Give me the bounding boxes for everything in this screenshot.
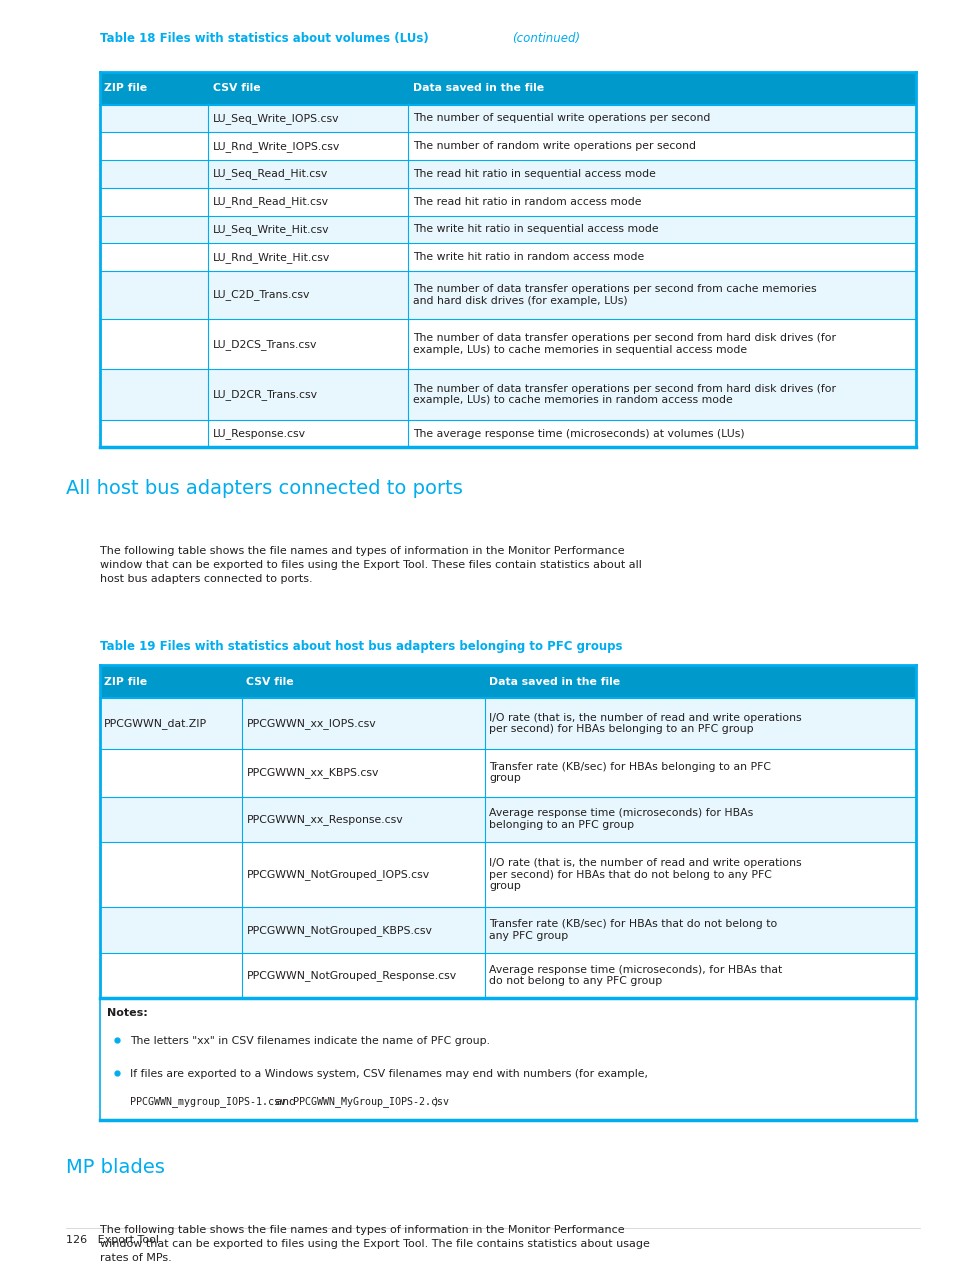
Text: CSV file: CSV file [213,83,260,93]
FancyBboxPatch shape [99,271,915,319]
Text: MP blades: MP blades [67,1158,165,1177]
Text: CSV file: CSV file [246,677,294,686]
FancyBboxPatch shape [99,698,915,749]
Text: PPCGWWN_xx_IOPS.csv: PPCGWWN_xx_IOPS.csv [246,718,375,730]
Text: The following table shows the file names and types of information in the Monitor: The following table shows the file names… [99,1225,649,1263]
Text: LU_Rnd_Write_IOPS.csv: LU_Rnd_Write_IOPS.csv [213,141,340,151]
FancyBboxPatch shape [99,749,915,797]
Text: The number of data transfer operations per second from hard disk drives (for
exa: The number of data transfer operations p… [413,333,835,355]
Text: The number of random write operations per second: The number of random write operations pe… [413,141,695,151]
FancyBboxPatch shape [99,188,915,216]
Text: ZIP file: ZIP file [104,83,148,93]
FancyBboxPatch shape [99,104,915,132]
FancyBboxPatch shape [99,216,915,243]
Text: 126   Export Tool: 126 Export Tool [67,1235,159,1246]
Text: The following table shows the file names and types of information in the Monitor: The following table shows the file names… [99,545,640,583]
Text: LU_Seq_Write_Hit.csv: LU_Seq_Write_Hit.csv [213,224,330,235]
Text: and: and [272,1097,299,1107]
Text: ZIP file: ZIP file [104,677,148,686]
FancyBboxPatch shape [99,72,915,104]
Text: PPCGWWN_MyGroup_IOPS-2.csv: PPCGWWN_MyGroup_IOPS-2.csv [293,1097,449,1107]
Text: Table 19 Files with statistics about host bus adapters belonging to PFC groups: Table 19 Files with statistics about hos… [99,641,621,653]
Text: Notes:: Notes: [107,1008,148,1018]
FancyBboxPatch shape [99,319,915,370]
Text: The number of data transfer operations per second from cache memories
and hard d: The number of data transfer operations p… [413,285,816,306]
FancyBboxPatch shape [99,666,915,698]
Text: The letters "xx" in CSV filenames indicate the name of PFC group.: The letters "xx" in CSV filenames indica… [130,1036,490,1046]
Text: LU_Rnd_Read_Hit.csv: LU_Rnd_Read_Hit.csv [213,196,329,207]
Text: Table 18 Files with statistics about volumes (LUs): Table 18 Files with statistics about vol… [99,32,432,44]
Text: The write hit ratio in sequential access mode: The write hit ratio in sequential access… [413,225,658,234]
Text: LU_Response.csv: LU_Response.csv [213,428,306,438]
FancyBboxPatch shape [99,953,915,998]
Text: LU_C2D_Trans.csv: LU_C2D_Trans.csv [213,290,311,300]
Text: LU_Seq_Write_IOPS.csv: LU_Seq_Write_IOPS.csv [213,113,339,125]
FancyBboxPatch shape [99,132,915,160]
Text: The read hit ratio in random access mode: The read hit ratio in random access mode [413,197,640,207]
Text: The write hit ratio in random access mode: The write hit ratio in random access mod… [413,252,643,262]
Text: All host bus adapters connected to ports: All host bus adapters connected to ports [67,479,463,498]
Text: PPCGWWN_NotGrouped_IOPS.csv: PPCGWWN_NotGrouped_IOPS.csv [246,869,429,881]
FancyBboxPatch shape [99,998,915,1121]
Text: Data saved in the file: Data saved in the file [489,677,619,686]
Text: Transfer rate (KB/sec) for HBAs belonging to an PFC
group: Transfer rate (KB/sec) for HBAs belongin… [489,761,771,783]
Text: Average response time (microseconds) for HBAs
belonging to an PFC group: Average response time (microseconds) for… [489,808,753,830]
Text: The average response time (microseconds) at volumes (LUs): The average response time (microseconds)… [413,428,743,438]
Text: PPCGWWN_xx_Response.csv: PPCGWWN_xx_Response.csv [246,813,403,825]
Text: I/O rate (that is, the number of read and write operations
per second) for HBAs : I/O rate (that is, the number of read an… [489,713,801,735]
Text: The number of data transfer operations per second from hard disk drives (for
exa: The number of data transfer operations p… [413,384,835,405]
Text: Data saved in the file: Data saved in the file [413,83,543,93]
FancyBboxPatch shape [99,419,915,447]
Text: PPCGWWN_NotGrouped_Response.csv: PPCGWWN_NotGrouped_Response.csv [246,970,456,981]
Text: Average response time (microseconds), for HBAs that
do not belong to any PFC gro: Average response time (microseconds), fo… [489,965,781,986]
Text: (continued): (continued) [512,32,579,44]
Text: LU_Rnd_Write_Hit.csv: LU_Rnd_Write_Hit.csv [213,252,330,263]
Text: LU_D2CR_Trans.csv: LU_D2CR_Trans.csv [213,389,318,400]
Text: The read hit ratio in sequential access mode: The read hit ratio in sequential access … [413,169,655,179]
Text: LU_D2CS_Trans.csv: LU_D2CS_Trans.csv [213,338,317,350]
Text: PPCGWWN_dat.ZIP: PPCGWWN_dat.ZIP [104,718,207,730]
Text: PPCGWWN_xx_KBPS.csv: PPCGWWN_xx_KBPS.csv [246,768,378,778]
Text: PPCGWWN_NotGrouped_KBPS.csv: PPCGWWN_NotGrouped_KBPS.csv [246,925,432,935]
FancyBboxPatch shape [99,797,915,841]
Text: If files are exported to a Windows system, CSV filenames may end with numbers (f: If files are exported to a Windows syste… [130,1069,647,1079]
Text: I/O rate (that is, the number of read and write operations
per second) for HBAs : I/O rate (that is, the number of read an… [489,858,801,891]
FancyBboxPatch shape [99,841,915,907]
Text: PPCGWWN_mygroup_IOPS-1.csv: PPCGWWN_mygroup_IOPS-1.csv [130,1097,286,1107]
Text: The number of sequential write operations per second: The number of sequential write operation… [413,113,709,123]
Text: LU_Seq_Read_Hit.csv: LU_Seq_Read_Hit.csv [213,169,328,179]
Text: Transfer rate (KB/sec) for HBAs that do not belong to
any PFC group: Transfer rate (KB/sec) for HBAs that do … [489,919,777,941]
FancyBboxPatch shape [99,243,915,271]
FancyBboxPatch shape [99,160,915,188]
FancyBboxPatch shape [99,370,915,419]
Text: ).: ). [434,1097,441,1107]
FancyBboxPatch shape [99,907,915,953]
